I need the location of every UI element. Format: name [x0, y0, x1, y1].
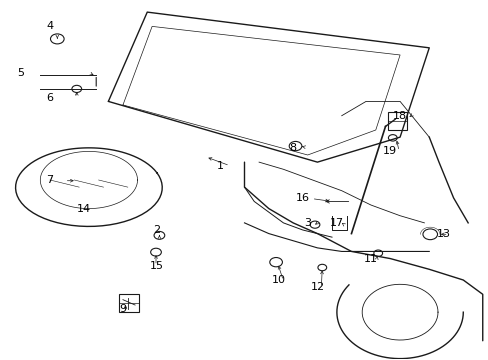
Text: 3: 3 [304, 218, 310, 228]
Text: 7: 7 [46, 175, 54, 185]
Text: 6: 6 [46, 93, 53, 103]
Text: 13: 13 [436, 229, 450, 239]
Text: 17: 17 [329, 218, 343, 228]
Text: 1: 1 [216, 161, 223, 171]
Text: 10: 10 [271, 275, 285, 285]
Text: 5: 5 [17, 68, 24, 78]
Bar [387, 112, 407, 130]
Text: 11: 11 [363, 253, 377, 264]
Text: 14: 14 [77, 203, 91, 213]
Text: 15: 15 [150, 261, 163, 271]
Text: 12: 12 [310, 282, 324, 292]
Text: 8: 8 [289, 143, 296, 153]
Bar [119, 294, 138, 312]
Text: 18: 18 [392, 111, 407, 121]
Text: 2: 2 [153, 225, 160, 235]
Text: 19: 19 [383, 147, 397, 157]
Text: 4: 4 [46, 21, 54, 31]
Text: 16: 16 [295, 193, 309, 203]
Text: 9: 9 [119, 303, 126, 314]
